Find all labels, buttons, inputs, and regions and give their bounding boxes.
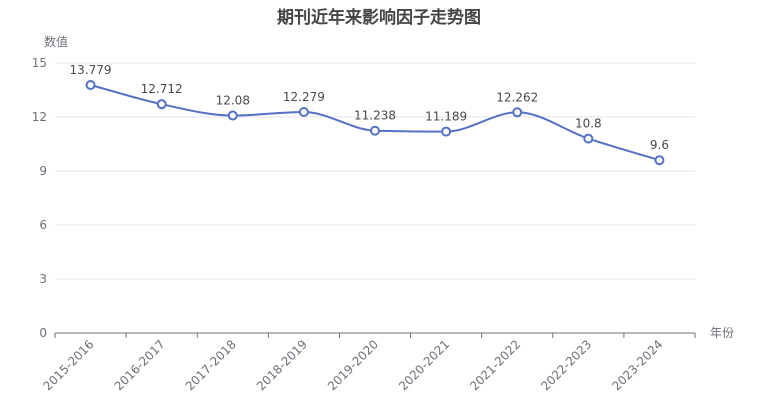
data-label: 12.279: [283, 90, 325, 104]
y-axis-label: 数值: [44, 34, 68, 49]
y-tick-label: 9: [39, 164, 47, 178]
x-tick-label: 2020-2021: [396, 337, 452, 393]
data-label: 11.189: [425, 110, 467, 124]
data-point[interactable]: [583, 133, 594, 144]
data-point[interactable]: [441, 126, 452, 137]
data-point[interactable]: [654, 155, 665, 166]
x-tick-label: 2023-2024: [609, 337, 665, 393]
y-tick-label: 15: [32, 56, 47, 70]
x-axis: [54, 332, 696, 338]
data-point[interactable]: [298, 106, 309, 117]
chart-title: 期刊近年来影响因子走势图: [277, 7, 481, 28]
data-point[interactable]: [227, 110, 238, 121]
x-tick-label: 2015-2016: [41, 337, 97, 393]
x-tick-label: 2022-2023: [538, 337, 594, 393]
x-tick-label: 2017-2018: [183, 337, 239, 393]
data-label: 11.238: [354, 109, 396, 123]
data-label: 12.08: [216, 94, 250, 108]
data-points: [85, 79, 665, 166]
y-tick-label: 6: [39, 218, 47, 232]
y-tick-label: 12: [32, 110, 47, 124]
x-axis-ticks: 2015-2016 2016-2017 2017-2018 2018-2019 2019…: [41, 337, 666, 393]
x-tick-label: 2016-2017: [112, 337, 168, 393]
x-tick-label: 2018-2019: [254, 337, 310, 393]
x-axis-label: 年份: [710, 326, 734, 340]
data-label: 9.6: [650, 138, 669, 152]
data-label: 13.779: [70, 63, 112, 77]
data-point[interactable]: [85, 79, 96, 90]
grid-lines: [55, 62, 695, 280]
data-label: 12.712: [141, 82, 183, 96]
data-point[interactable]: [370, 125, 380, 136]
x-tick-label: 2021-2022: [467, 337, 523, 393]
y-tick-label: 3: [39, 272, 47, 286]
y-tick-label: 0: [39, 326, 47, 340]
y-axis-ticks: 0 3 6 9 12 15: [32, 56, 47, 340]
data-point[interactable]: [512, 107, 523, 118]
data-labels: 13.779 12.712 12.08 12.279 11.238 11.189 12.26…: [70, 63, 669, 152]
data-label: 10.8: [575, 117, 602, 131]
data-point[interactable]: [156, 99, 167, 110]
x-tick-label: 2019-2020: [325, 337, 381, 393]
data-label: 12.262: [496, 90, 538, 104]
